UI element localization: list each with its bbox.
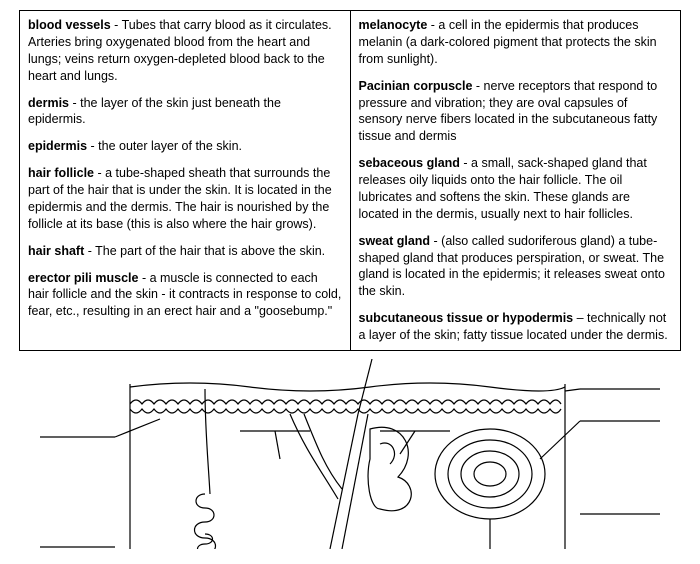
def-entry: dermis - the layer of the skin just bene… bbox=[28, 95, 342, 129]
term: epidermis bbox=[28, 139, 87, 153]
definition: - The part of the hair that is above the… bbox=[84, 244, 325, 258]
def-entry: sweat gland - (also called sudoriferous … bbox=[359, 233, 673, 301]
def-entry: hair follicle - a tube-shaped sheath tha… bbox=[28, 165, 342, 233]
term: blood vessels bbox=[28, 18, 111, 32]
definitions-box: blood vessels - Tubes that carry blood a… bbox=[19, 10, 681, 351]
term: hair shaft bbox=[28, 244, 84, 258]
def-entry: sebaceous gland - a small, sack-shaped g… bbox=[359, 155, 673, 223]
term: Pacinian corpuscle bbox=[359, 79, 473, 93]
skin-diagram bbox=[20, 359, 680, 554]
def-entry: melanocyte - a cell in the epidermis tha… bbox=[359, 17, 673, 68]
term: sebaceous gland bbox=[359, 156, 460, 170]
left-column: blood vessels - Tubes that carry blood a… bbox=[20, 11, 351, 350]
term: hair follicle bbox=[28, 166, 94, 180]
definition: - the outer layer of the skin. bbox=[87, 139, 242, 153]
def-entry: blood vessels - Tubes that carry blood a… bbox=[28, 17, 342, 85]
term: dermis bbox=[28, 96, 69, 110]
right-column: melanocyte - a cell in the epidermis tha… bbox=[351, 11, 681, 350]
def-entry: subcutaneous tissue or hypodermis – tech… bbox=[359, 310, 673, 344]
def-entry: epidermis - the outer layer of the skin. bbox=[28, 138, 342, 155]
def-entry: hair shaft - The part of the hair that i… bbox=[28, 243, 342, 260]
term: melanocyte bbox=[359, 18, 428, 32]
def-entry: erector pili muscle - a muscle is connec… bbox=[28, 270, 342, 321]
term: sweat gland bbox=[359, 234, 431, 248]
term: subcutaneous tissue or hypodermis bbox=[359, 311, 574, 325]
skin-diagram-svg bbox=[20, 359, 680, 549]
def-entry: Pacinian corpuscle - nerve receptors tha… bbox=[359, 78, 673, 146]
term: erector pili muscle bbox=[28, 271, 138, 285]
